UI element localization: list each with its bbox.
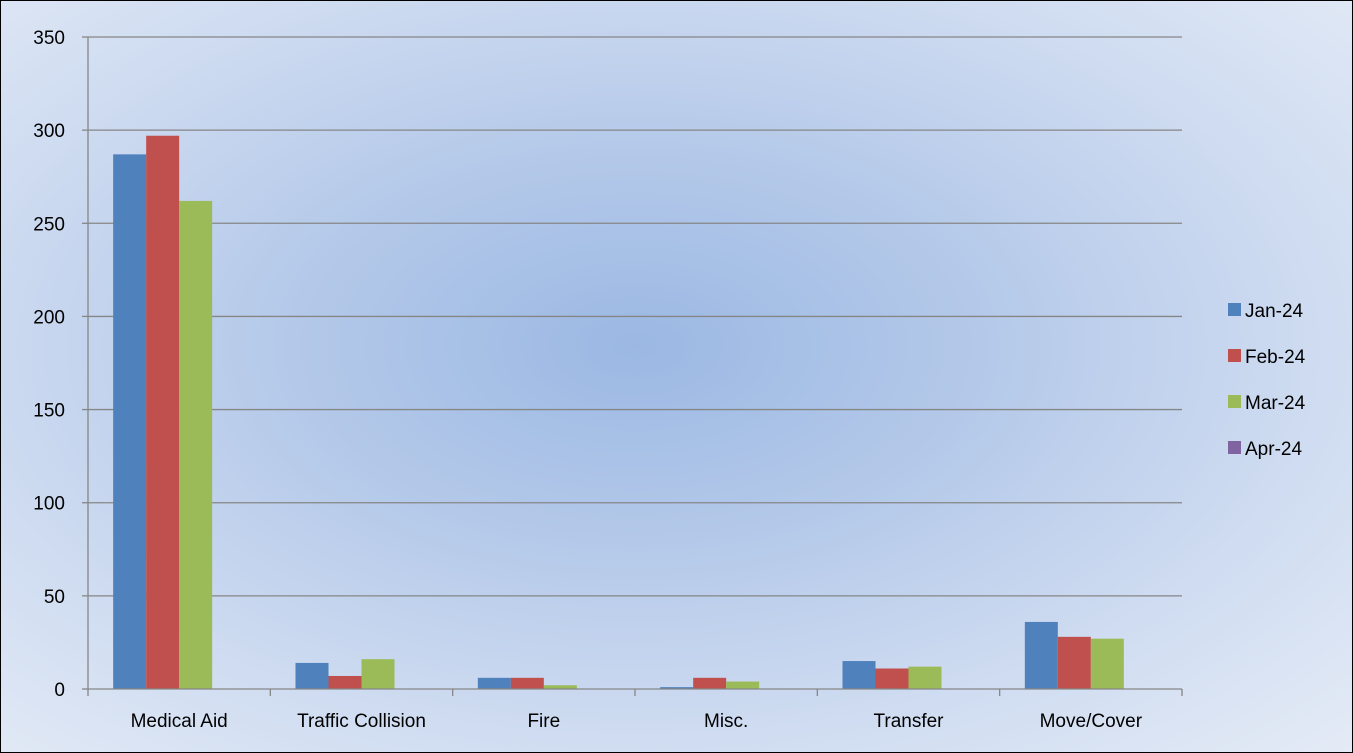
y-tick-label: 50	[44, 587, 65, 608]
bar-jan-24-1	[295, 662, 329, 689]
x-axis-ticks: Medical Aid Traffic Collision Fire Misc. Tra…	[87, 689, 1183, 732]
axes	[87, 37, 1182, 690]
x-tick-label: Transfer	[873, 711, 944, 732]
bar-mar-24-0	[179, 200, 213, 689]
bar-jan-24-3	[660, 687, 694, 689]
x-tick-label: Fire	[527, 711, 560, 732]
x-tick-label: Move/Cover	[1040, 711, 1143, 732]
x-tick-label: Traffic Collision	[297, 711, 426, 732]
bar-jan-24-5	[1024, 621, 1058, 689]
bar-mar-24-5	[1090, 638, 1124, 689]
legend-label-feb-24: Feb-24	[1245, 347, 1306, 368]
legend-label-jan-24: Jan-24	[1245, 301, 1304, 322]
bar-mar-24-4	[908, 666, 942, 689]
y-tick-label: 150	[33, 401, 65, 422]
bar-jan-24-4	[842, 661, 876, 689]
bar-mar-24-1	[361, 659, 395, 689]
gridlines	[88, 36, 1182, 597]
bar-feb-24-2	[510, 677, 544, 689]
x-tick-label: Misc.	[704, 711, 748, 732]
bar-feb-24-3	[693, 677, 727, 689]
bar-feb-24-4	[875, 668, 909, 689]
legend-label-apr-24: Apr-24	[1245, 439, 1302, 460]
legend-label-mar-24: Mar-24	[1245, 393, 1306, 414]
legend-swatch-mar-24	[1228, 395, 1241, 408]
y-tick-label: 300	[33, 121, 65, 142]
y-axis-ticks: 0 50 100 150 200 250 300 350	[33, 28, 88, 701]
legend-swatch-jan-24	[1228, 303, 1241, 316]
y-tick-label: 350	[33, 28, 65, 49]
bar-feb-24-1	[328, 675, 362, 689]
x-tick-label: Medical Aid	[131, 711, 228, 732]
legend-swatch-feb-24	[1228, 349, 1241, 362]
y-tick-label: 0	[54, 680, 65, 701]
legend: Jan-24 Feb-24 Mar-24 Apr-24	[1228, 301, 1306, 460]
legend-swatch-apr-24	[1228, 441, 1241, 454]
y-tick-label: 100	[33, 494, 65, 515]
y-tick-label: 200	[33, 307, 65, 328]
bar-feb-24-0	[146, 135, 180, 689]
bar-mar-24-3	[726, 681, 760, 689]
bar-mar-24-2	[543, 685, 577, 689]
bar-jan-24-0	[113, 154, 147, 690]
bar-feb-24-5	[1057, 636, 1091, 689]
bar-jan-24-2	[477, 677, 511, 689]
y-tick-label: 250	[33, 214, 65, 235]
bars	[113, 135, 1124, 690]
